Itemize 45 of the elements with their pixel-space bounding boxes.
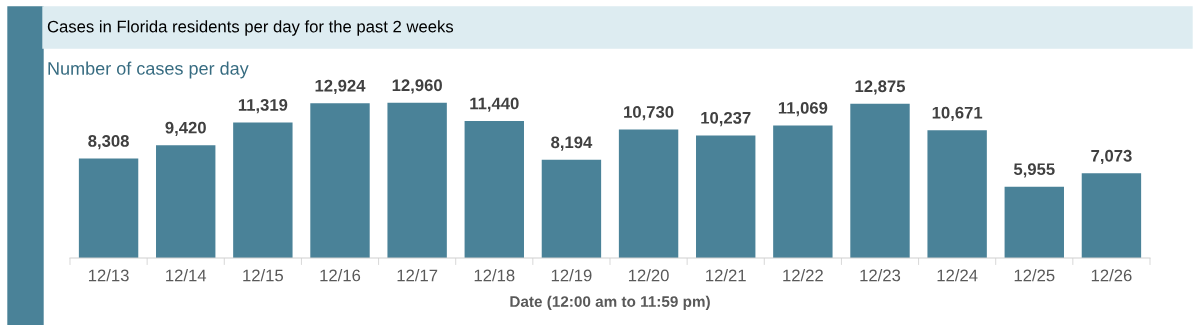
x-tick-label: 12/21: [706, 269, 746, 282]
x-tick-label: 12/23: [860, 269, 901, 282]
x-tick-label: 12/17: [397, 269, 438, 282]
x-tick-label: 12/13: [88, 269, 129, 282]
data-label: 9,420: [165, 121, 206, 136]
bar: [464, 120, 524, 258]
bar: [1081, 173, 1142, 258]
x-tick-label: 12/14: [166, 269, 207, 282]
bar: [78, 158, 139, 258]
data-label: 11,319: [238, 98, 288, 114]
bar: [618, 129, 679, 258]
x-axis-title: Date (12:00 am to 11:59 pm): [510, 295, 710, 310]
bar: [850, 103, 910, 258]
bar: [541, 159, 602, 258]
bar: [1004, 186, 1064, 258]
x-tick-label: 12/24: [937, 269, 978, 282]
data-label: 11,069: [778, 101, 828, 117]
data-label: 10,237: [701, 111, 751, 127]
data-label: 12,924: [315, 79, 366, 94]
x-tick-label: 12/25: [1014, 269, 1055, 282]
bar: [156, 145, 216, 258]
bar: [773, 125, 833, 258]
data-label: 8,194: [551, 136, 593, 151]
bar: [233, 122, 293, 258]
bar: [310, 103, 370, 258]
x-tick-label: 12/16: [320, 269, 361, 282]
x-tick-label: 12/22: [783, 269, 823, 282]
data-label: 7,073: [1091, 149, 1132, 165]
data-label: 12,875: [855, 80, 906, 95]
bar: [696, 135, 756, 258]
chart-subtitle: Number of cases per day: [48, 61, 249, 79]
x-tick-label: 12/19: [551, 269, 592, 282]
data-label: 10,730: [624, 106, 674, 121]
chart-title: Cases in Florida residents per day for the past 2 weeks: [47, 20, 454, 36]
data-label: 8,308: [88, 135, 129, 150]
bar: [927, 130, 987, 258]
x-tick-label: 12/26: [1091, 269, 1132, 282]
data-label: 5,955: [1013, 163, 1055, 178]
x-tick-label: 12/15: [243, 269, 284, 282]
bar: [387, 102, 447, 258]
data-label: 12,960: [392, 79, 442, 94]
data-label: 11,440: [470, 97, 519, 112]
x-tick-label: 12/20: [628, 269, 669, 282]
x-tick-label: 12/18: [474, 269, 515, 282]
data-label: 10,671: [932, 106, 983, 121]
